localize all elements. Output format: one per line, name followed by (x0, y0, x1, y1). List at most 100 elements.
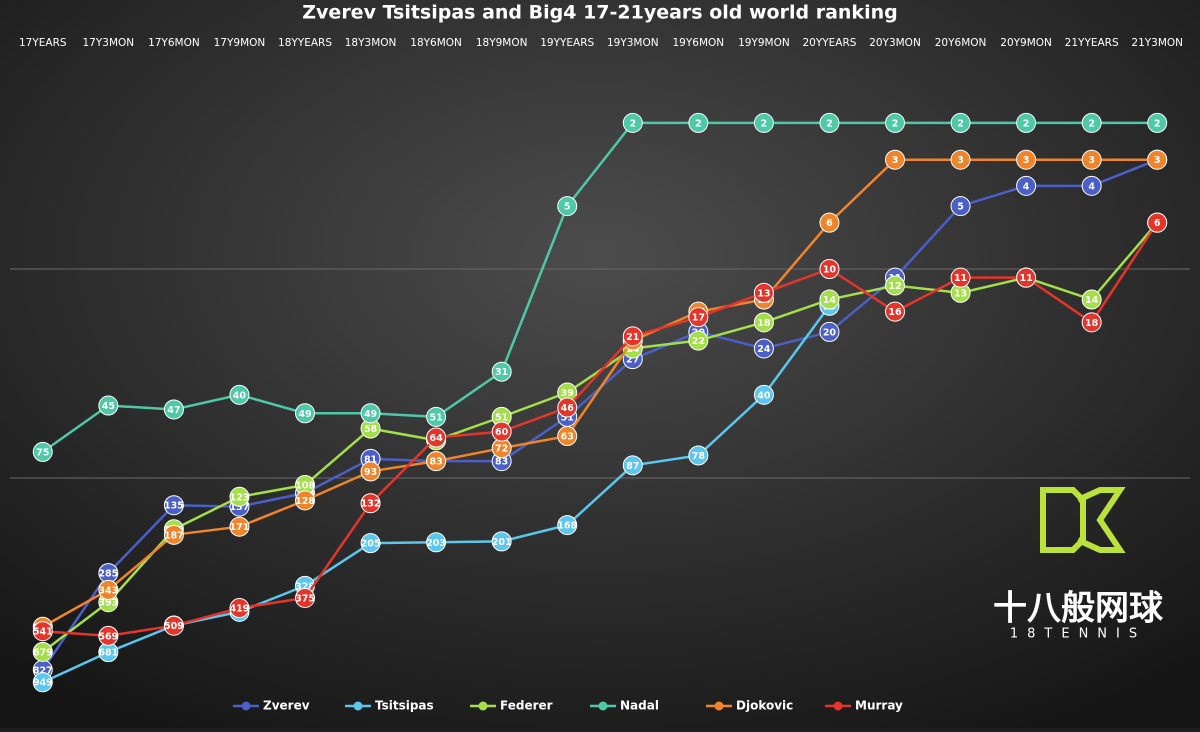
point (32, 641, 53, 662)
data-label: 22 (692, 336, 705, 347)
point (32, 672, 53, 693)
legend-label: Djokovic (736, 699, 793, 713)
legend-marker (478, 701, 488, 711)
data-label: 201 (492, 537, 512, 548)
data-label: 3 (892, 155, 899, 166)
data-label: 21 (626, 332, 639, 343)
data-label: 681 (98, 648, 118, 659)
point (622, 112, 643, 133)
data-label: 187 (164, 530, 184, 541)
point (98, 625, 119, 646)
point (1081, 289, 1102, 310)
point (753, 282, 774, 303)
data-label: 14 (1085, 295, 1099, 306)
data-label: 2 (826, 118, 833, 129)
point (1081, 312, 1102, 333)
point (885, 112, 905, 133)
point (753, 338, 774, 359)
point (819, 321, 840, 342)
point (1081, 149, 1102, 170)
x-tick-label: 19Y3MON (607, 37, 659, 49)
watermark: 十八般网球 18TENNIS (993, 487, 1164, 642)
data-label: 6 (826, 218, 833, 229)
point (688, 330, 709, 351)
data-label: 63 (561, 432, 574, 443)
data-label: 135 (164, 501, 184, 512)
data-label: 2 (957, 118, 964, 129)
data-label: 2 (629, 118, 636, 129)
data-label: 4 (1088, 181, 1095, 192)
data-label: 128 (295, 496, 315, 507)
data-label: 569 (98, 631, 118, 642)
point (163, 399, 184, 420)
data-label: 51 (495, 412, 508, 423)
x-tick-label: 17Y6MON (148, 37, 200, 49)
x-tick-label: 18Y3MON (345, 37, 397, 49)
point (1016, 149, 1037, 170)
chart-title: Zverev Tsitsipas and Big4 17-21years old… (302, 2, 897, 24)
point (753, 112, 774, 133)
data-label: 40 (233, 390, 247, 401)
x-tick-label: 19Y6MON (673, 37, 725, 49)
point (688, 112, 709, 133)
data-label: 3 (1088, 155, 1095, 166)
data-label: 49 (364, 409, 377, 420)
data-label: 10 (823, 265, 837, 276)
point (295, 490, 315, 511)
data-label: 2 (695, 118, 702, 129)
point (819, 259, 840, 279)
point (753, 384, 774, 405)
data-label: 541 (33, 627, 53, 638)
data-label: 49 (298, 409, 311, 420)
x-tick-label: 20Y3MON (869, 37, 921, 49)
point (819, 289, 840, 310)
data-label: 20 (823, 327, 837, 338)
data-label: 2 (1023, 118, 1030, 129)
watermark-subtext: 18TENNIS (1010, 627, 1146, 642)
point (360, 533, 381, 554)
legend-marker (598, 701, 608, 711)
data-label: 11 (1019, 273, 1032, 284)
data-label: 3 (1023, 155, 1030, 166)
data-label: 132 (361, 499, 381, 510)
point (819, 112, 840, 133)
point (229, 384, 250, 405)
point (950, 196, 971, 217)
data-label: 2 (1154, 118, 1161, 129)
point (1016, 267, 1037, 288)
x-tick-label: 20YYEARS (802, 37, 856, 49)
legend-marker (353, 701, 363, 711)
data-label: 17 (692, 313, 705, 324)
point (885, 149, 905, 170)
data-label: 46 (561, 403, 575, 414)
data-label: 827 (33, 665, 53, 676)
data-label: 18 (757, 318, 771, 329)
data-label: 64 (429, 433, 443, 444)
data-label: 3 (1154, 155, 1161, 166)
legend-label: Zverev (263, 699, 310, 713)
point (1016, 175, 1037, 196)
data-label: 58 (364, 424, 378, 435)
point (163, 524, 184, 545)
legend-label: Tsitsipas (375, 699, 434, 713)
data-label: 4 (1023, 181, 1030, 192)
data-label: 45 (102, 401, 115, 412)
point (557, 426, 578, 447)
point (688, 445, 709, 466)
data-label: 5 (957, 202, 964, 213)
legend-label: Murray (855, 699, 903, 713)
point (98, 579, 119, 600)
series: 541 569 509 419 375 132 64 60 46 21 17 13 10 16 11 11 18… (32, 212, 1168, 646)
x-tick-label: 17Y3MON (83, 37, 135, 49)
data-label: 31 (495, 367, 508, 378)
point (229, 598, 250, 619)
data-label: 393 (98, 598, 118, 609)
data-label: 509 (164, 621, 184, 632)
data-label: 12 (888, 281, 901, 292)
x-tick-label: 19YYEARS (540, 37, 594, 49)
legend-marker (833, 701, 843, 711)
x-tick-label: 20Y9MON (1000, 37, 1052, 49)
point (1147, 149, 1168, 170)
